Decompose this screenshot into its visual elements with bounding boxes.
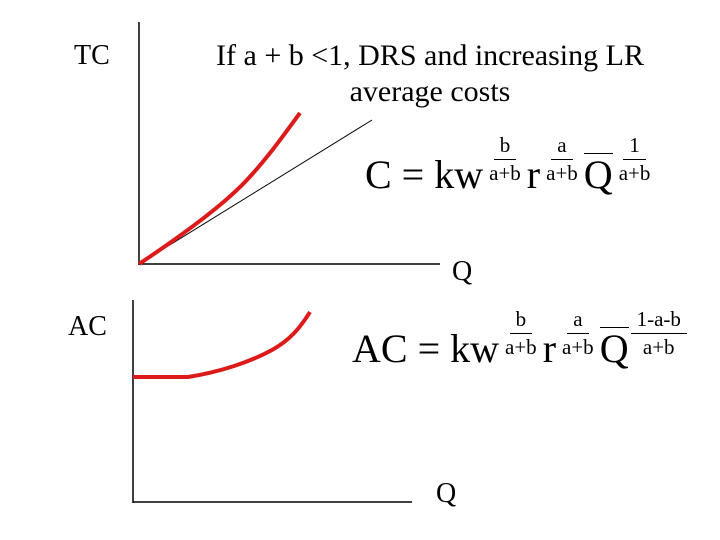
tc-w-exp-den: a+b [489, 161, 521, 186]
ac-r-exponent: a a+b [556, 307, 600, 360]
tc-r-exponent: a a+b [540, 133, 584, 186]
tc-w-exp-num: b [493, 133, 517, 161]
ac-r-exp-den: a+b [562, 335, 594, 360]
tc-curve [137, 111, 302, 266]
ac-formula: AC = kw b a+b r a a+b Q 1-a-b a+b [352, 307, 689, 372]
tc-w-exponent: b a+b [483, 133, 527, 186]
ac-q-exp-den: a+b [642, 335, 675, 360]
tc-r-exp-num: a [551, 133, 573, 161]
tc-q-axis-label: Q [452, 256, 473, 287]
tc-reference-ray [138, 119, 373, 265]
ac-formula-lhs: AC = kw [352, 326, 500, 372]
tc-r-symbol: r [526, 152, 541, 198]
tc-q-exp-num: 1 [623, 133, 646, 161]
ac-w-exp-den: a+b [505, 335, 537, 360]
diagram-title: If a + b <1, DRS and increasing LR avera… [180, 38, 680, 110]
ac-r-exp-num: a [567, 307, 589, 335]
ac-r-symbol: r [542, 326, 557, 372]
tc-r-exp-den: a+b [546, 161, 578, 186]
ac-q-axis-label: Q [436, 478, 457, 509]
tc-axis-label: TC [74, 40, 110, 71]
tc-formula: C = kw b a+b r a a+b Q 1 a+b [365, 133, 656, 198]
ac-q-exponent: 1-a-b a+b [629, 307, 689, 360]
ac-axis-label: AC [68, 311, 107, 342]
tc-q-exp-den: a+b [618, 161, 651, 186]
ac-curve [133, 310, 312, 379]
tc-q-exponent: 1 a+b [613, 133, 657, 186]
ac-w-exponent: b a+b [499, 307, 543, 360]
ac-q-exp-num: 1-a-b [630, 307, 687, 335]
ac-w-exp-num: b [509, 307, 533, 335]
ac-q-symbol: Q [599, 326, 629, 372]
title-line-2: average costs [349, 75, 511, 108]
tc-q-symbol: Q [583, 152, 613, 198]
tc-formula-lhs: C = kw [365, 152, 484, 198]
title-line-1: If a + b <1, DRS and increasing LR [216, 39, 644, 72]
